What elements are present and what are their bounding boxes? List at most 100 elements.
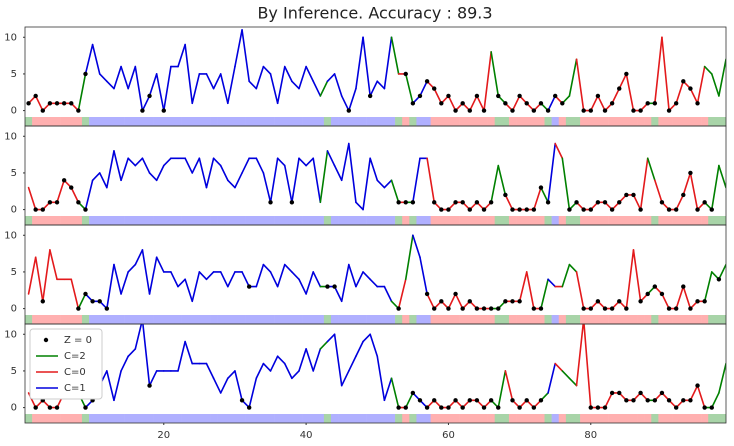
state-band xyxy=(501,117,510,126)
state-band xyxy=(288,414,296,423)
state-band xyxy=(416,117,424,126)
state-band xyxy=(665,216,673,225)
state-band xyxy=(96,315,104,324)
zero-point xyxy=(104,306,110,311)
zero-point xyxy=(588,306,593,311)
state-band xyxy=(53,315,61,324)
line-segment xyxy=(291,157,300,204)
state-band xyxy=(309,315,318,324)
line-segment xyxy=(561,263,571,288)
line-segment xyxy=(212,73,222,90)
state-band xyxy=(693,117,702,126)
state-band xyxy=(153,414,161,423)
line-segment xyxy=(718,58,726,97)
zero-point xyxy=(76,306,81,311)
state-band xyxy=(309,414,318,423)
state-band xyxy=(487,117,496,126)
line-segment xyxy=(177,43,186,68)
state-band xyxy=(615,315,624,324)
line-segment xyxy=(162,65,172,112)
state-band xyxy=(644,216,652,225)
state-band xyxy=(217,216,225,225)
line-segment xyxy=(276,157,286,167)
line-segment xyxy=(191,73,201,105)
state-band xyxy=(323,117,332,126)
state-band xyxy=(39,117,47,126)
state-band xyxy=(508,315,517,324)
state-band xyxy=(89,315,97,324)
state-band xyxy=(117,117,125,126)
line-segment xyxy=(77,73,87,112)
state-band xyxy=(174,414,182,423)
state-band xyxy=(316,117,325,126)
state-band xyxy=(558,216,567,225)
line-segment xyxy=(639,157,649,211)
zero-point xyxy=(346,108,352,113)
line-segment xyxy=(142,324,151,387)
state-band xyxy=(309,117,318,126)
line-segment xyxy=(383,36,393,90)
state-band xyxy=(629,216,638,225)
state-band xyxy=(231,216,239,225)
state-band xyxy=(288,117,296,126)
state-band xyxy=(32,117,40,126)
line-segment xyxy=(205,271,215,281)
line-segment xyxy=(412,157,421,204)
state-band xyxy=(53,117,61,126)
line-segment xyxy=(654,36,663,105)
state-band xyxy=(46,315,54,324)
line-segment xyxy=(561,157,571,211)
zero-point xyxy=(567,207,572,212)
state-band xyxy=(594,315,602,324)
state-band xyxy=(323,414,332,423)
zero-point xyxy=(709,207,714,212)
zero-point xyxy=(659,390,665,396)
state-band xyxy=(658,315,666,324)
zero-point xyxy=(695,299,700,304)
state-band xyxy=(281,414,289,423)
line-segment xyxy=(113,263,122,295)
state-band xyxy=(224,117,232,126)
zero-point xyxy=(503,192,508,198)
state-band xyxy=(558,414,567,423)
state-band xyxy=(60,216,69,225)
state-band xyxy=(402,414,410,423)
line-segment xyxy=(632,194,642,211)
line-segment xyxy=(348,263,357,288)
line-segment xyxy=(547,142,556,204)
line-segment xyxy=(333,164,343,182)
line-segment xyxy=(447,293,457,310)
line-segment xyxy=(276,263,286,288)
state-band xyxy=(608,216,616,225)
zero-point xyxy=(439,207,444,212)
state-band xyxy=(138,414,147,423)
zero-point xyxy=(688,306,693,311)
x-tick-label: 40 xyxy=(300,430,313,441)
state-band xyxy=(594,414,602,423)
state-band xyxy=(686,216,695,225)
line-segment xyxy=(283,164,293,204)
state-band xyxy=(480,216,488,225)
line-segment xyxy=(113,370,122,402)
zero-point xyxy=(410,101,416,106)
state-band xyxy=(523,315,531,324)
zero-point xyxy=(496,306,501,311)
zero-point xyxy=(488,200,494,205)
state-band xyxy=(494,117,503,126)
state-band xyxy=(224,216,232,225)
zero-point xyxy=(531,306,537,311)
state-band xyxy=(96,414,104,423)
line-segment xyxy=(383,179,393,189)
state-band xyxy=(551,315,560,324)
zero-point xyxy=(496,93,501,99)
zero-point xyxy=(446,405,451,410)
line-segment xyxy=(575,324,584,387)
line-segment xyxy=(483,51,492,112)
state-band xyxy=(459,315,467,324)
state-band xyxy=(480,315,488,324)
state-band xyxy=(644,315,652,324)
line-segment xyxy=(575,58,585,112)
state-band xyxy=(274,216,282,225)
line-segment xyxy=(362,36,371,97)
state-band xyxy=(580,315,588,324)
